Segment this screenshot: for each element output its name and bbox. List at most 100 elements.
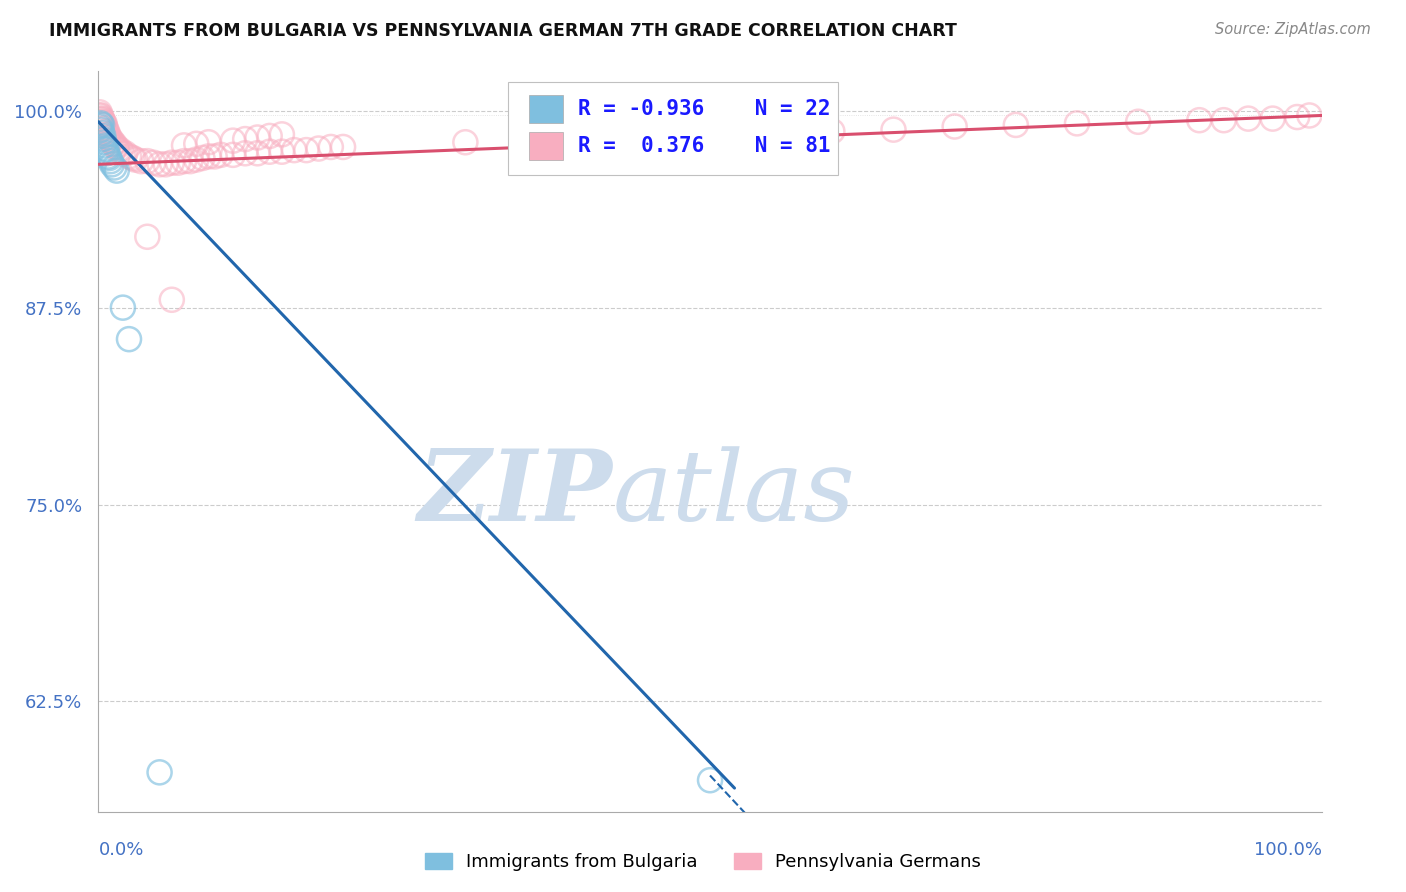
- Point: [100, 154, 122, 169]
- Point: [110, 143, 132, 157]
- Point: [118, 149, 141, 163]
- Point: [111, 146, 134, 161]
- Point: [107, 143, 129, 157]
- Point: [283, 143, 305, 157]
- Point: [883, 122, 905, 136]
- Point: [1237, 112, 1260, 126]
- Point: [699, 773, 721, 788]
- Point: [136, 229, 159, 244]
- Point: [1286, 110, 1309, 124]
- Text: 0.0%: 0.0%: [98, 841, 143, 859]
- Point: [149, 765, 172, 780]
- Point: [89, 105, 111, 120]
- Point: [94, 142, 117, 156]
- Point: [173, 154, 195, 169]
- Point: [167, 155, 190, 169]
- Point: [91, 113, 114, 128]
- Point: [114, 146, 136, 161]
- Point: [160, 293, 183, 307]
- Point: [91, 115, 114, 129]
- Point: [124, 153, 146, 167]
- Point: [91, 132, 114, 146]
- Point: [191, 151, 214, 165]
- Point: [90, 116, 112, 130]
- Point: [233, 146, 256, 161]
- Point: [821, 124, 844, 138]
- Point: [699, 128, 721, 143]
- Point: [96, 128, 118, 142]
- Point: [91, 128, 114, 143]
- Point: [246, 146, 269, 161]
- Point: [93, 118, 115, 132]
- Point: [91, 126, 114, 140]
- Legend: Immigrants from Bulgaria, Pennsylvania Germans: Immigrants from Bulgaria, Pennsylvania G…: [418, 846, 988, 879]
- Point: [101, 136, 124, 151]
- Point: [149, 157, 172, 171]
- Point: [105, 140, 128, 154]
- Point: [1066, 116, 1088, 130]
- Point: [1261, 112, 1284, 126]
- Point: [270, 145, 294, 159]
- Text: R =  0.376    N = 81: R = 0.376 N = 81: [578, 136, 831, 156]
- Point: [186, 153, 208, 167]
- Point: [332, 140, 354, 154]
- Point: [96, 146, 118, 161]
- Point: [104, 140, 127, 154]
- Point: [98, 151, 121, 165]
- Point: [1004, 118, 1026, 132]
- Point: [142, 155, 165, 169]
- Point: [186, 136, 208, 151]
- Point: [121, 151, 143, 165]
- Point: [222, 134, 245, 148]
- Point: [197, 149, 219, 163]
- Point: [103, 161, 125, 175]
- Point: [1298, 108, 1320, 122]
- Point: [576, 132, 599, 146]
- Point: [295, 143, 318, 157]
- Text: Source: ZipAtlas.com: Source: ZipAtlas.com: [1215, 22, 1371, 37]
- Point: [94, 121, 117, 136]
- Point: [222, 148, 245, 162]
- Point: [233, 132, 256, 146]
- Point: [179, 154, 201, 169]
- Point: [101, 157, 124, 171]
- Point: [91, 118, 114, 132]
- Point: [97, 130, 120, 145]
- Point: [96, 143, 118, 157]
- Point: [1212, 113, 1234, 128]
- Point: [259, 128, 281, 143]
- Point: [90, 112, 112, 126]
- Point: [93, 116, 115, 130]
- Point: [90, 108, 112, 122]
- Point: [91, 115, 114, 129]
- FancyBboxPatch shape: [508, 82, 838, 175]
- Point: [1188, 113, 1211, 128]
- Point: [101, 134, 124, 148]
- Point: [89, 108, 111, 122]
- Point: [105, 163, 128, 178]
- Point: [270, 128, 294, 142]
- Point: [91, 112, 114, 126]
- Point: [1128, 115, 1150, 129]
- Point: [96, 124, 118, 138]
- Point: [943, 120, 966, 134]
- Point: [93, 135, 115, 149]
- Point: [93, 121, 115, 136]
- Point: [97, 128, 120, 142]
- Point: [319, 140, 342, 154]
- Point: [209, 148, 232, 162]
- Text: IMMIGRANTS FROM BULGARIA VS PENNSYLVANIA GERMAN 7TH GRADE CORRELATION CHART: IMMIGRANTS FROM BULGARIA VS PENNSYLVANIA…: [49, 22, 957, 40]
- Text: 100.0%: 100.0%: [1254, 841, 1322, 859]
- Point: [129, 154, 152, 169]
- Point: [160, 155, 183, 169]
- Point: [111, 301, 134, 315]
- Point: [454, 135, 477, 149]
- Point: [93, 138, 115, 153]
- Point: [259, 145, 281, 159]
- Point: [136, 154, 159, 169]
- Y-axis label: 7th Grade: 7th Grade: [0, 400, 3, 483]
- Point: [155, 157, 177, 171]
- Point: [308, 142, 330, 156]
- Point: [103, 136, 125, 151]
- Text: ZIP: ZIP: [418, 445, 612, 541]
